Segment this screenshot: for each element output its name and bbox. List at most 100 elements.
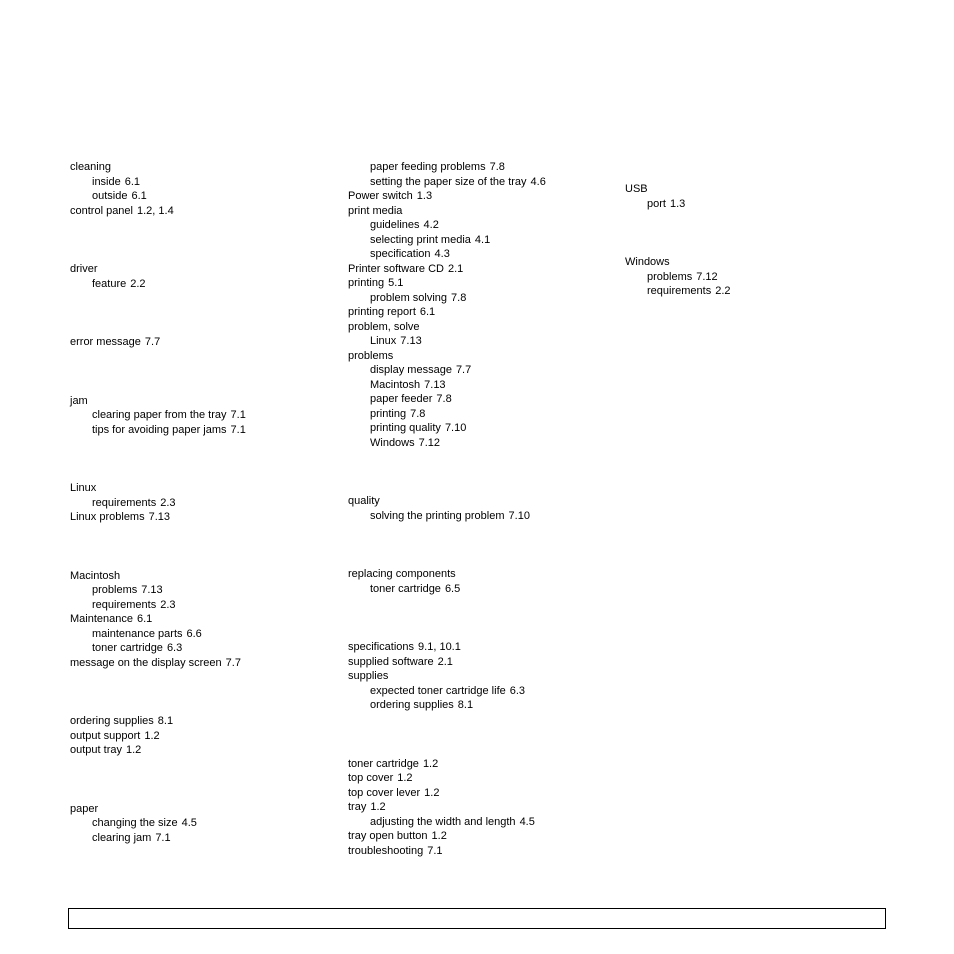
index-entry-pages[interactable]: 6.6 [187, 628, 202, 640]
index-subentry: feature2.2 [92, 277, 340, 292]
index-entry-pages[interactable]: 1.2, 1.4 [137, 205, 174, 217]
index-entry-label: clearing jam [92, 832, 151, 844]
index-entry-pages[interactable]: 6.1 [420, 306, 435, 318]
index-entry-pages[interactable]: 7.8 [410, 408, 425, 420]
index-entry: specifications9.1, 10.1 [348, 640, 618, 655]
index-entry-label: tray open button [348, 830, 428, 842]
index-entry: print media [348, 204, 618, 219]
index-entry-label: adjusting the width and length [370, 816, 516, 828]
index-entry-label: problems [647, 271, 692, 283]
index-entry-label: problem, solve [348, 321, 420, 333]
index-entry-pages[interactable]: 7.13 [149, 511, 170, 523]
index-entry-label: Macintosh [70, 570, 120, 582]
index-entry-pages[interactable]: 7.1 [427, 845, 442, 857]
index-subentry: printing quality7.10 [370, 421, 618, 436]
index-entry-pages[interactable]: 6.1 [137, 613, 152, 625]
index-subentry: maintenance parts6.6 [92, 627, 340, 642]
index-entry-pages[interactable]: 1.2 [144, 730, 159, 742]
index-entry-label: solving the printing problem [370, 510, 505, 522]
index-entry-pages[interactable]: 7.8 [436, 393, 451, 405]
section-gap [625, 160, 885, 182]
index-entry-pages[interactable]: 5.1 [388, 277, 403, 289]
index-entry-pages[interactable]: 1.3 [417, 190, 432, 202]
index-entry-label: expected toner cartridge life [370, 685, 506, 697]
section-gap [70, 670, 340, 714]
index-entry-pages[interactable]: 2.1 [448, 263, 463, 275]
index-entry-pages[interactable]: 7.7 [226, 657, 241, 669]
index-entry: USB [625, 182, 885, 197]
index-entry: jam [70, 394, 340, 409]
index-entry-pages[interactable]: 7.12 [419, 437, 440, 449]
index-entry-label: setting the paper size of the tray [370, 176, 527, 188]
section-gap [70, 218, 340, 262]
index-entry-label: requirements [92, 599, 156, 611]
index-entry: error message7.7 [70, 335, 340, 350]
index-entry-pages[interactable]: 2.1 [438, 656, 453, 668]
index-subentry: setting the paper size of the tray 4.6 [370, 175, 618, 190]
index-subentry: printing 7.8 [370, 407, 618, 422]
index-entry-label: ordering supplies [370, 699, 454, 711]
index-entry-pages[interactable]: 4.6 [531, 176, 546, 188]
index-entry-pages[interactable]: 2.2 [715, 285, 730, 297]
index-subentry: requirements2.2 [647, 284, 885, 299]
index-entry-pages[interactable]: 7.1 [231, 409, 246, 421]
index-subentry: display message7.7 [370, 363, 618, 378]
index-entry-label: Windows [625, 256, 670, 268]
index-entry-pages[interactable]: 6.3 [167, 642, 182, 654]
index-entry: output tray1.2 [70, 743, 340, 758]
index-entry-pages[interactable]: 7.10 [445, 422, 466, 434]
index-entry: printing report6.1 [348, 305, 618, 320]
index-entry: Linux [70, 481, 340, 496]
index-entry-pages[interactable]: 6.1 [131, 190, 146, 202]
index-entry-pages[interactable]: 6.1 [125, 176, 140, 188]
index-entry-pages[interactable]: 7.13 [400, 335, 421, 347]
index-entry-pages[interactable]: 4.1 [475, 234, 490, 246]
index-entry-label: toner cartridge [370, 583, 441, 595]
index-entry-pages[interactable]: 7.10 [509, 510, 530, 522]
index-entry-pages[interactable]: 7.7 [145, 336, 160, 348]
index-entry-pages[interactable]: 7.1 [155, 832, 170, 844]
index-entry-label: Printer software CD [348, 263, 444, 275]
index-entry-label: Macintosh [370, 379, 420, 391]
index-entry-pages[interactable]: 7.8 [490, 161, 505, 173]
index-entry-pages[interactable]: 4.5 [182, 817, 197, 829]
index-entry-pages[interactable]: 7.12 [696, 271, 717, 283]
index-entry-pages[interactable]: 4.5 [520, 816, 535, 828]
index-subentry: guidelines 4.2 [370, 218, 618, 233]
index-entry-pages[interactable]: 7.13 [424, 379, 445, 391]
index-entry-pages[interactable]: 1.2 [423, 758, 438, 770]
index-entry-pages[interactable]: 8.1 [458, 699, 473, 711]
index-entry-pages[interactable]: 4.3 [435, 248, 450, 260]
index-entry-label: toner cartridge [92, 642, 163, 654]
index-entry-label: specification [370, 248, 431, 260]
index-entry-pages[interactable]: 1.2 [424, 787, 439, 799]
index-entry-pages[interactable]: 1.2 [126, 744, 141, 756]
index-entry-pages[interactable]: 4.2 [424, 219, 439, 231]
index-entry-pages[interactable]: 7.1 [231, 424, 246, 436]
index-subentry: Linux7.13 [370, 334, 618, 349]
index-entry: problem, solve [348, 320, 618, 335]
index-entry-pages[interactable]: 2.3 [160, 599, 175, 611]
index-entry-label: guidelines [370, 219, 420, 231]
index-entry-pages[interactable]: 7.7 [456, 364, 471, 376]
index-entry-label: printing [348, 277, 384, 289]
index-entry-pages[interactable]: 2.2 [130, 278, 145, 290]
index-subentry: outside6.1 [92, 189, 340, 204]
index-entry-pages[interactable]: 1.2 [432, 830, 447, 842]
index-entry-pages[interactable]: 1.2 [397, 772, 412, 784]
index-entry-pages[interactable]: 1.3 [670, 198, 685, 210]
index-entry-pages[interactable]: 7.13 [141, 584, 162, 596]
section-gap [70, 437, 340, 481]
index-entry-pages[interactable]: 6.3 [510, 685, 525, 697]
index-entry-pages[interactable]: 8.1 [158, 715, 173, 727]
index-entry: Maintenance6.1 [70, 612, 340, 627]
section-gap [70, 291, 340, 335]
index-entry-pages[interactable]: 1.2 [370, 801, 385, 813]
index-entry: replacing components [348, 567, 618, 582]
index-entry-pages[interactable]: 6.5 [445, 583, 460, 595]
index-entry-pages[interactable]: 7.8 [451, 292, 466, 304]
index-entry-label: quality [348, 495, 380, 507]
index-entry-pages[interactable]: 2.3 [160, 497, 175, 509]
index-entry-pages[interactable]: 9.1, 10.1 [418, 641, 461, 653]
index-entry-label: printing [370, 408, 406, 420]
